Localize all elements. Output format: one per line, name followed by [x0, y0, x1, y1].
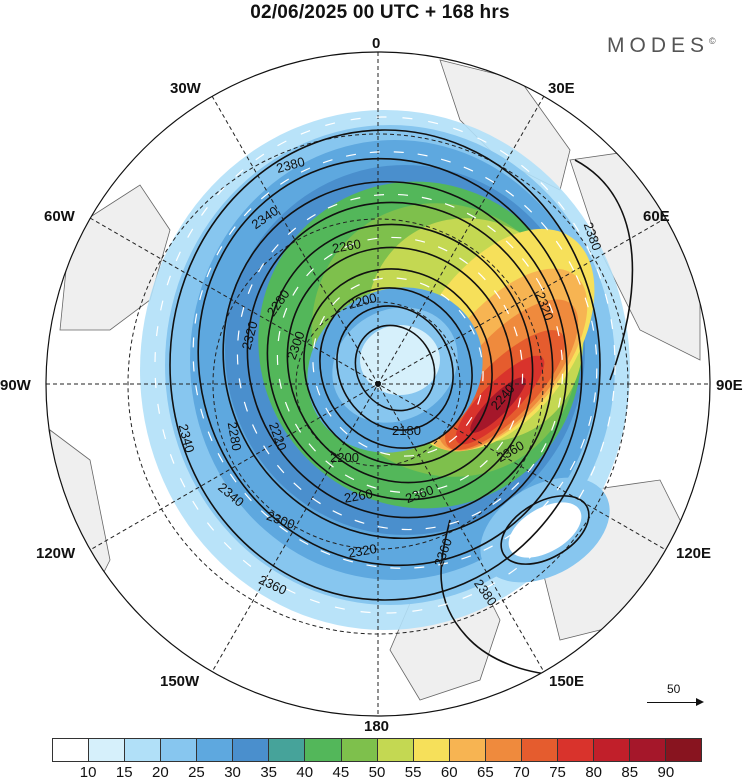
lon-label-60w: 60W	[44, 208, 76, 225]
colorbar-tick-label: 60	[440, 764, 458, 781]
reference-vector: 50	[647, 682, 707, 712]
colorbar-tick-label: 90	[657, 764, 675, 781]
colorbar-swatch	[666, 739, 702, 761]
colorbar-tick-label: 75	[549, 764, 566, 781]
colorbar-swatch	[521, 739, 558, 761]
contour-label: 2260	[331, 236, 362, 256]
colorbar-swatch	[89, 739, 126, 761]
colorbar-tick-label: 55	[404, 764, 422, 781]
wind-speed-shading	[46, 52, 710, 716]
lon-label-90e: 90E	[716, 377, 743, 394]
colorbar-swatch	[593, 739, 630, 761]
north-pole-marker	[375, 381, 381, 387]
map-title: 02/06/2025 00 UTC + 168 hrs	[250, 2, 510, 23]
colorbar-tick-label: 85	[621, 764, 639, 781]
lon-label-30w: 30W	[170, 80, 202, 97]
colorbar-swatch	[161, 739, 198, 761]
colorbar-swatch	[630, 739, 667, 761]
colorbar-swatch	[125, 739, 162, 761]
lon-label-150w: 150W	[160, 673, 200, 690]
colorbar-swatch	[557, 739, 594, 761]
contour-label: 2340	[176, 422, 198, 454]
wind-vectors	[154, 116, 616, 614]
contour-label: 2180	[392, 423, 421, 438]
brand-logo: MODES©	[607, 34, 716, 57]
reference-arrow-icon	[647, 698, 704, 706]
colorbar-tick-label: 45	[332, 764, 350, 781]
contour-label: 2200	[330, 450, 359, 465]
colorbar-swatch	[413, 739, 450, 761]
contour-label: 2320	[347, 541, 378, 561]
lon-label-60e: 60E	[643, 208, 670, 225]
colorbar-tick-label: 70	[513, 764, 530, 781]
lon-label-0: 0	[372, 35, 380, 52]
reference-vector-label: 50	[667, 682, 681, 696]
contour-label: 2320	[239, 320, 261, 352]
lon-label-150e: 150E	[549, 673, 584, 690]
lon-label-90w: 90W	[0, 377, 32, 394]
colorbar-swatch	[305, 739, 342, 761]
colorbar-tick-label: 20	[151, 764, 169, 781]
colorbar-tick-label: 50	[368, 764, 386, 781]
contour-label: 2380	[275, 154, 307, 176]
colorbar-tick-label: 35	[260, 764, 277, 781]
colorbar-swatch	[449, 739, 486, 761]
colorbar-tick-label: 65	[476, 764, 494, 781]
colorbar-swatch	[233, 739, 270, 761]
map-boundary	[45, 51, 711, 717]
colorbar-tick-label: 25	[188, 764, 205, 781]
contour-label: 2260	[343, 486, 374, 506]
longitude-labels: 0 30E 60E 90E 120E 150E 180 150W 120W 90…	[0, 35, 743, 735]
colorbar-swatch	[341, 739, 378, 761]
colorbar	[52, 738, 702, 762]
colorbar-tick-label: 30	[224, 764, 241, 781]
colorbar-swatch	[197, 739, 234, 761]
colorbar-tick-label: 80	[585, 764, 602, 781]
colorbar-labels: 10 15 20 25 30 35 40 45 50 55 60 65 70 75 80 85 90	[52, 764, 702, 782]
colorbar-tick-label: 40	[296, 764, 314, 781]
lon-label-30e: 30E	[548, 80, 575, 97]
colorbar-swatch	[269, 739, 306, 761]
lon-label-120e: 120E	[676, 545, 711, 562]
colorbar-tick-label: 10	[79, 764, 97, 781]
contour-label: 2280	[225, 421, 245, 452]
colorbar-tick-label: 15	[115, 764, 133, 781]
lon-label-120w: 120W	[36, 545, 76, 562]
contour-label: 2200	[346, 290, 378, 312]
colorbar-swatch	[377, 739, 414, 761]
lon-label-180: 180	[364, 718, 389, 735]
height-contours	[169, 129, 651, 677]
colorbar-swatch	[485, 739, 522, 761]
colorbar-swatch	[53, 739, 90, 761]
